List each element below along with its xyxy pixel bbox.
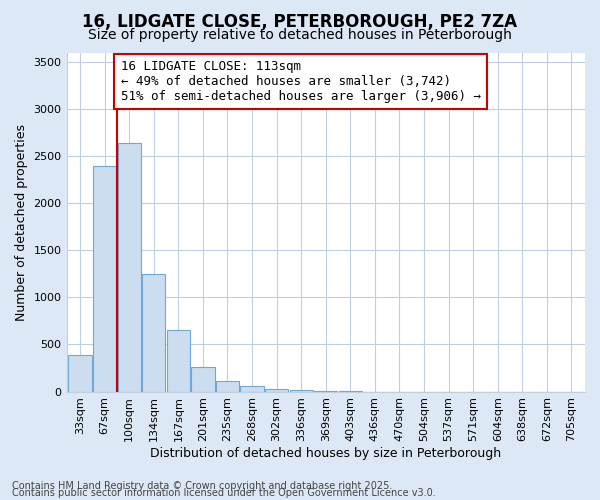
Text: Contains public sector information licensed under the Open Government Licence v3: Contains public sector information licen… — [12, 488, 436, 498]
Bar — [142, 274, 166, 392]
Bar — [241, 386, 264, 392]
Bar — [290, 390, 313, 392]
Bar — [68, 355, 92, 392]
Bar — [265, 389, 288, 392]
Bar — [93, 166, 116, 392]
Y-axis label: Number of detached properties: Number of detached properties — [15, 124, 28, 320]
Text: 16, LIDGATE CLOSE, PETERBOROUGH, PE2 7ZA: 16, LIDGATE CLOSE, PETERBOROUGH, PE2 7ZA — [82, 12, 518, 30]
X-axis label: Distribution of detached houses by size in Peterborough: Distribution of detached houses by size … — [150, 447, 502, 460]
Bar — [191, 366, 215, 392]
Text: Size of property relative to detached houses in Peterborough: Size of property relative to detached ho… — [88, 28, 512, 42]
Text: Contains HM Land Registry data © Crown copyright and database right 2025.: Contains HM Land Registry data © Crown c… — [12, 481, 392, 491]
Bar — [167, 330, 190, 392]
Text: 16 LIDGATE CLOSE: 113sqm
← 49% of detached houses are smaller (3,742)
51% of sem: 16 LIDGATE CLOSE: 113sqm ← 49% of detach… — [121, 60, 481, 103]
Bar — [216, 381, 239, 392]
Bar — [118, 143, 141, 392]
